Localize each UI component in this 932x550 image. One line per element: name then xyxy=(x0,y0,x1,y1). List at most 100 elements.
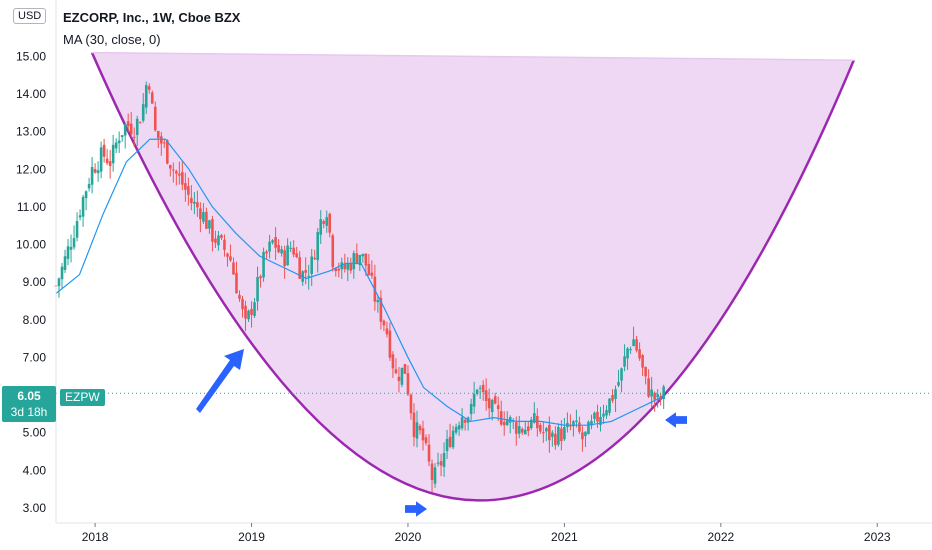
candle-body xyxy=(358,254,362,266)
candle-body xyxy=(123,124,127,136)
candle-body xyxy=(277,244,280,253)
y-tick-label: 14.00 xyxy=(16,87,46,101)
candle-body xyxy=(415,422,419,439)
y-tick-label: 5.00 xyxy=(23,426,47,440)
last-price-tag: 6.05 3d 18h xyxy=(2,386,56,422)
candle-body xyxy=(623,356,626,367)
candle-body xyxy=(496,405,500,410)
candle-body xyxy=(220,235,223,238)
candle-body xyxy=(244,305,247,319)
y-tick-label: 11.00 xyxy=(17,200,46,214)
candle-body xyxy=(548,424,551,441)
candle-body xyxy=(147,86,151,90)
candle-body xyxy=(57,278,61,287)
x-tick-label: 2018 xyxy=(82,530,109,544)
candle-body xyxy=(451,430,455,448)
candle-body xyxy=(135,118,139,135)
candle-body xyxy=(295,253,298,258)
candle-body xyxy=(72,238,76,248)
candle-body xyxy=(391,354,395,369)
candle-body xyxy=(545,428,548,432)
candle-body xyxy=(542,432,545,434)
candle-body xyxy=(120,135,124,138)
diagonal-arrow xyxy=(196,349,244,413)
candle-body xyxy=(307,275,310,277)
candle-body xyxy=(202,212,205,222)
candle-body xyxy=(493,396,497,404)
candle-body xyxy=(536,415,539,429)
annotations xyxy=(56,349,932,517)
cup-rim xyxy=(91,51,854,61)
candle-body xyxy=(156,130,160,139)
candle-body xyxy=(394,369,398,374)
candle-body xyxy=(328,213,332,233)
candle-body xyxy=(520,428,524,433)
candle-body xyxy=(217,235,220,246)
y-tick-label: 4.00 xyxy=(23,463,47,477)
candle-body xyxy=(129,123,133,135)
candle-body xyxy=(382,320,386,326)
candle-body xyxy=(433,467,437,484)
arrow-shape xyxy=(665,412,687,428)
candle-body xyxy=(114,142,118,149)
candle-body xyxy=(376,300,380,303)
symbol-tag: EZPW xyxy=(60,389,105,406)
candle-body xyxy=(280,249,283,254)
candle-body xyxy=(310,256,314,274)
candle-body xyxy=(361,253,365,257)
candle-body xyxy=(108,161,112,166)
candle-body xyxy=(126,121,130,126)
candle-body xyxy=(241,298,244,310)
y-tick-label: 9.00 xyxy=(23,275,47,289)
right-arrow xyxy=(665,412,687,428)
candle-body xyxy=(96,170,100,174)
candle-body xyxy=(448,436,452,447)
chart-title: EZCORP, Inc., 1W, Cboe BZX xyxy=(63,10,241,25)
candle-body xyxy=(364,253,368,266)
candle-body xyxy=(334,268,338,272)
candle-body xyxy=(638,349,641,359)
candle-body xyxy=(175,171,178,174)
candle-body xyxy=(181,172,184,185)
candle-body xyxy=(253,302,256,316)
x-tick-label: 2019 xyxy=(238,530,265,544)
candle-body xyxy=(63,256,67,270)
candle-body xyxy=(379,297,383,322)
candle-body xyxy=(430,463,434,480)
candle-body xyxy=(172,169,175,171)
candle-body xyxy=(656,394,659,398)
candle-body xyxy=(352,253,356,270)
candle-body xyxy=(349,263,353,271)
candle-body xyxy=(400,367,404,385)
candle-body xyxy=(289,247,292,249)
y-tick-label: 8.00 xyxy=(23,313,47,327)
bar-time-left: 3d 18h xyxy=(10,405,48,419)
candle-body xyxy=(187,186,190,195)
candle-body xyxy=(325,217,329,226)
candle-body xyxy=(286,245,289,266)
candle-body xyxy=(99,147,103,172)
cup-and-handle-pattern xyxy=(90,51,855,502)
candle-body xyxy=(454,426,458,433)
candle-body xyxy=(343,264,347,270)
indicator-legend[interactable]: MA (30, close, 0) xyxy=(63,32,161,47)
last-price: 6.05 xyxy=(17,389,41,403)
currency-label[interactable]: USD xyxy=(13,8,47,24)
candle-body xyxy=(517,426,521,434)
candle-body xyxy=(533,413,536,423)
candle-body xyxy=(481,384,485,393)
candle-body xyxy=(250,308,253,315)
candle-body xyxy=(551,432,554,437)
candle-body xyxy=(442,453,446,467)
candle-body xyxy=(641,355,644,368)
x-tick-label: 2020 xyxy=(395,530,422,544)
y-tick-label: 3.00 xyxy=(23,501,47,515)
candle-body xyxy=(132,136,136,138)
candle-body xyxy=(620,368,623,381)
candle-body xyxy=(238,294,241,299)
candle-body xyxy=(259,276,262,279)
x-tick-label: 2021 xyxy=(551,530,578,544)
candle-body xyxy=(514,422,518,434)
candle-body xyxy=(208,220,211,229)
